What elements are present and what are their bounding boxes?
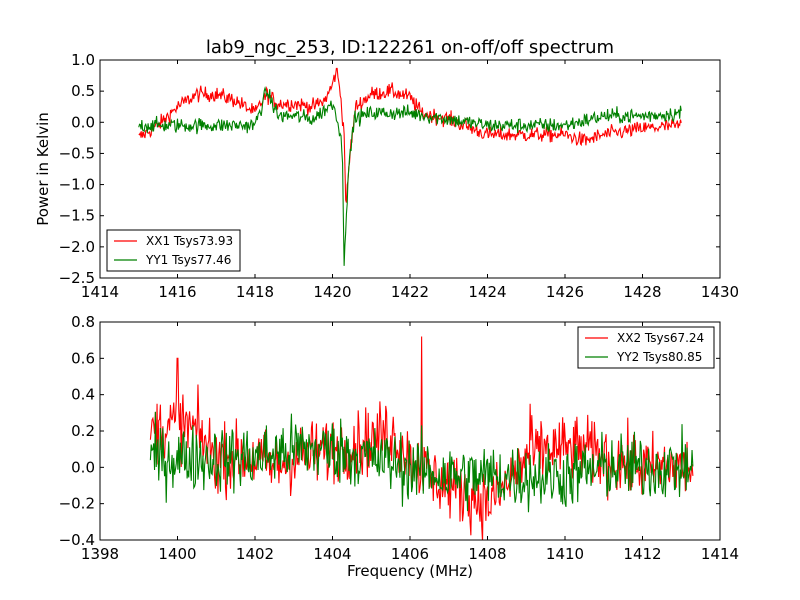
y-tick-label: 0.4: [71, 386, 95, 404]
y-tick-label: 0.2: [71, 422, 95, 440]
x-tick-label: 1412: [623, 545, 661, 563]
x-tick-label: 1424: [468, 283, 506, 301]
x-tick-label: 1420: [313, 283, 351, 301]
y-tick-label: −1.5: [59, 207, 95, 225]
y-tick-label: −2.5: [59, 269, 95, 287]
series-line-xx: [138, 67, 682, 203]
chart-title: lab9_ngc_253, ID:122261 on-off/off spect…: [206, 37, 614, 58]
x-axis-label: Frequency (MHz): [347, 562, 473, 580]
x-tick-label: 1430: [701, 283, 739, 301]
series-line-yy: [138, 86, 682, 266]
series-line-yy: [149, 411, 694, 513]
x-tick-label: 1400: [158, 545, 196, 563]
x-tick-label: 1398: [81, 545, 119, 563]
y-tick-label: 0.0: [71, 458, 95, 476]
x-tick-label: 1402: [236, 545, 274, 563]
y-tick-label: 0.0: [71, 113, 95, 131]
bottom-axes: 1398 1400 1402 1404 1406 1408 1410 1412 1414 0.8 0…: [59, 313, 740, 563]
legend-entry: YY2 Tsys80.85: [616, 350, 702, 364]
x-tick-label: 1406: [391, 545, 429, 563]
x-tick-label: 1418: [236, 283, 274, 301]
legend-entry: XX2 Tsys67.24: [617, 331, 704, 345]
y-tick-label: −2.0: [59, 238, 95, 256]
y-tick-label: 0.5: [71, 82, 95, 100]
x-tick-label: 1426: [546, 283, 584, 301]
x-tick-label: 1414: [81, 283, 119, 301]
x-tick-label: 1410: [546, 545, 584, 563]
plot-area: [149, 336, 694, 540]
legend-entry: XX1 Tsys73.93: [146, 234, 233, 248]
y-axis-label: Power in Kelvin: [34, 112, 52, 226]
legend-box: [577, 326, 715, 369]
y-tick-label: 0.8: [71, 313, 95, 331]
legend-entry: YY1 Tsys77.46: [145, 253, 231, 267]
y-tick-label: 0.6: [71, 349, 95, 367]
legend-box: [106, 229, 241, 272]
x-tick-label: 1416: [158, 283, 196, 301]
y-tick-label: −1.0: [59, 176, 95, 194]
y-tick-label: −0.2: [59, 495, 95, 513]
x-tick-label: 1404: [313, 545, 351, 563]
x-tick-label: 1422: [391, 283, 429, 301]
y-tick-label: −0.4: [59, 531, 95, 549]
x-tick-label: 1428: [623, 283, 661, 301]
x-tick-label: 1408: [468, 545, 506, 563]
top-axes: 1414 1416 1418 1420 1422 1424 1426 1428 1430 1.0 0…: [59, 51, 740, 301]
plot-area: [138, 67, 682, 266]
y-tick-label: −0.5: [59, 144, 95, 162]
y-tick-label: 1.0: [71, 51, 95, 69]
x-tick-label: 1414: [701, 545, 739, 563]
